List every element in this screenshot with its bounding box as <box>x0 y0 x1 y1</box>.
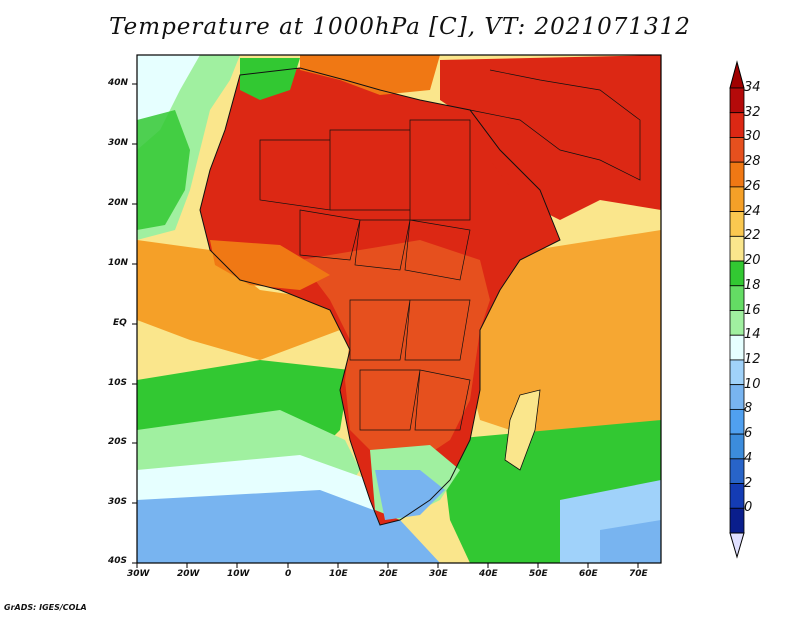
colorbar-swatch <box>729 161 745 188</box>
colorbar-label: 32 <box>744 104 761 120</box>
arabia-borders <box>469 69 641 181</box>
lon-label: 10W <box>227 569 250 579</box>
colorbar-label: 26 <box>744 178 761 194</box>
colorbar-swatch <box>729 507 745 534</box>
colorbar-swatch <box>729 433 745 460</box>
n-atlantic-green-zone <box>137 110 190 230</box>
colorbar-swatch <box>729 87 745 114</box>
axis-ticks <box>132 83 639 568</box>
colorbar-label: 8 <box>744 401 753 417</box>
lon-label: 0 <box>285 569 292 579</box>
colorbar-swatch <box>729 334 745 361</box>
colorbar-label: 20 <box>744 253 761 269</box>
lon-label: 30E <box>429 569 448 579</box>
indian-ocean-cold-zone <box>600 520 661 563</box>
lon-label: 60E <box>579 569 598 579</box>
lon-label: 50E <box>529 569 548 579</box>
colorbar-swatch <box>729 112 745 138</box>
west-africa-zone <box>210 240 330 290</box>
lon-label: 10E <box>329 569 348 579</box>
central-africa-zone <box>300 240 490 460</box>
colorbar-swatch <box>729 235 745 262</box>
colorbar-swatch <box>729 408 745 435</box>
colorbar-label: 34 <box>744 80 761 95</box>
colorbar-label: 4 <box>744 450 753 466</box>
colorbar <box>729 60 745 559</box>
s-atlantic-cold-zone <box>137 490 440 563</box>
map-title: Temperature at 1000hPa [C], VT: 20210713… <box>109 14 691 40</box>
colorbar-label: 24 <box>744 203 761 219</box>
colorbar-label: 28 <box>744 154 761 170</box>
madagascar-outline <box>504 389 541 471</box>
footer-credit: GrADS: IGES/COLA <box>4 603 87 612</box>
lat-label: EQ <box>113 318 127 328</box>
guinea-warm-zone <box>137 240 340 360</box>
lon-label: 30W <box>127 569 150 579</box>
plot-frame <box>136 54 662 564</box>
colorbar-label: 0 <box>744 500 753 516</box>
lat-label: 20N <box>108 198 129 208</box>
africa-coastline <box>199 67 561 526</box>
colorbar-bottom-arrow <box>729 532 745 559</box>
colorbar-swatch <box>729 359 745 386</box>
country-borders <box>259 119 471 431</box>
map-fields <box>137 55 661 563</box>
colorbar-label: 30 <box>744 129 761 145</box>
lon-label: 70E <box>629 569 648 579</box>
colorbar-label: 14 <box>744 327 761 343</box>
south-africa-cool-zone <box>375 470 445 520</box>
lat-label: 40N <box>108 78 129 88</box>
colorbar-label: 22 <box>744 228 761 244</box>
colorbar-swatch <box>729 458 745 484</box>
colorbar-swatch <box>729 137 745 163</box>
colorbar-swatch <box>729 310 745 336</box>
lat-label: 40S <box>108 556 128 566</box>
colorbar-swatch <box>729 260 745 287</box>
mediterranean-zone <box>300 55 440 95</box>
colorbar-swatch <box>729 186 745 213</box>
lat-label: 30S <box>108 497 128 507</box>
colorbar-top-arrow <box>729 60 745 89</box>
colorbar-label: 2 <box>744 475 753 491</box>
colorbar-swatch <box>729 483 745 509</box>
indian-ocean-warm-zone <box>460 230 661 440</box>
colorbar-label: 10 <box>744 376 761 392</box>
colorbar-label: 6 <box>744 426 753 442</box>
colorbar-swatch <box>729 285 745 311</box>
lon-label: 20W <box>177 569 200 579</box>
lat-label: 30N <box>108 138 129 148</box>
colorbar-swatch <box>729 211 745 237</box>
arabia-landmass <box>440 55 661 220</box>
lat-label: 10N <box>108 258 129 268</box>
lon-label: 20E <box>379 569 398 579</box>
colorbar-label: 16 <box>744 302 761 318</box>
colorbar-label: 18 <box>744 277 761 293</box>
lon-label: 40E <box>479 569 498 579</box>
madagascar <box>505 390 540 470</box>
colorbar-label: 12 <box>744 351 761 367</box>
colorbar-swatch <box>729 384 745 410</box>
lat-label: 10S <box>108 378 128 388</box>
lat-label: 20S <box>108 437 128 447</box>
iberia-zone <box>240 58 300 100</box>
